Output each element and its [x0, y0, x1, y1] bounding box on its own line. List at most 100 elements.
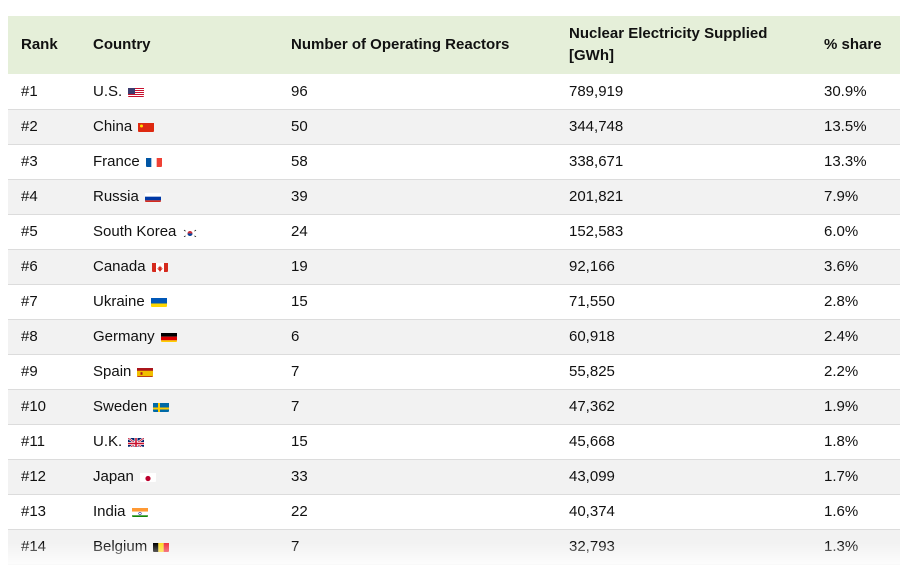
share-cell: 1.9%: [811, 389, 900, 424]
rank-cell-text: #5: [21, 223, 38, 240]
reactors-cell: 50: [278, 109, 556, 144]
table-row: #9 Spain 7 55,825 2.2%: [8, 354, 900, 389]
country-cell: Belgium: [80, 529, 278, 564]
share-cell: 2.4%: [811, 319, 900, 354]
share-cell-text: 2.4%: [824, 328, 859, 345]
gwh-cell-text: 32,793: [569, 538, 615, 555]
gwh-cell: 338,671: [556, 144, 811, 179]
header-reactors[interactable]: Number of Operating Reactors: [291, 36, 510, 53]
country-cell: U.K.: [80, 424, 278, 459]
rank-cell: #12: [8, 459, 80, 494]
table-row: #2 China 50 344,748 13.5%: [8, 109, 900, 144]
table-row: #3 France 58 338,671 13.3%: [8, 144, 900, 179]
table-row: #1 U.S. 96 789,919 30.9%: [8, 74, 900, 109]
share-cell-text: 1.7%: [824, 468, 859, 485]
share-cell-text: 13.3%: [824, 153, 867, 170]
country-cell: Canada: [80, 249, 278, 284]
table-row: #12 Japan 33 43,099 1.7%: [8, 459, 900, 494]
gwh-cell-text: 60,918: [569, 328, 615, 345]
flag-ca-icon: [151, 261, 168, 272]
flag-kr-icon: [182, 226, 199, 237]
country-cell-text: South Korea: [93, 223, 177, 240]
table-row: #4 Russia 39 201,821 7.9%: [8, 179, 900, 214]
reactors-cell: 39: [278, 179, 556, 214]
country-cell-text: China: [93, 118, 133, 135]
country-cell-text: U.S.: [93, 82, 123, 100]
country-cell-text: Belgium: [93, 538, 148, 555]
country-cell-text: Sweden: [93, 398, 148, 415]
rank-cell: #7: [8, 284, 80, 319]
header-share[interactable]: % share: [824, 36, 882, 53]
gwh-cell-text: 45,668: [569, 433, 615, 450]
reactors-cell-text: 7: [291, 538, 300, 555]
share-cell-text: 2.8%: [824, 293, 859, 310]
gwh-cell-text: 47,362: [569, 398, 615, 415]
flag-ru-icon: [144, 191, 161, 202]
share-cell-text: 3.6%: [824, 258, 859, 275]
flag-se-icon: [153, 401, 170, 412]
rank-cell-text: #3: [21, 153, 38, 170]
gwh-cell: 40,374: [556, 494, 811, 529]
share-cell: 2.2%: [811, 354, 900, 389]
gwh-cell-text: 92,166: [569, 258, 615, 275]
table-header: Rank Country Number of Operating Reactor…: [8, 16, 900, 74]
gwh-cell: 60,918: [556, 319, 811, 354]
share-cell-text: 1.8%: [824, 433, 859, 450]
country-cell: Russia: [80, 179, 278, 214]
rank-cell: #4: [8, 179, 80, 214]
flag-gb-icon: [128, 436, 145, 447]
share-cell: 1.3%: [811, 529, 900, 564]
share-cell-text: 2.2%: [824, 363, 859, 380]
share-cell-text: 1.3%: [824, 538, 859, 555]
reactors-cell: 22: [278, 494, 556, 529]
country-cell: Germany: [80, 319, 278, 354]
rank-cell: #6: [8, 249, 80, 284]
rank-cell-text: #7: [21, 293, 38, 310]
reactors-cell-text: 24: [291, 223, 308, 240]
gwh-cell: 152,583: [556, 214, 811, 249]
nuclear-electricity-table: Rank Country Number of Operating Reactor…: [8, 16, 900, 565]
reactors-cell-text: 22: [291, 503, 308, 520]
reactors-cell-text: 50: [291, 118, 308, 135]
table-row: #10 Sweden 7 47,362 1.9%: [8, 389, 900, 424]
header-gwh[interactable]: Nuclear Electricity Supplied [GWh]: [569, 25, 768, 64]
reactors-cell: 19: [278, 249, 556, 284]
country-cell-text: France: [93, 153, 140, 170]
gwh-cell: 344,748: [556, 109, 811, 144]
share-cell-text: 13.5%: [824, 118, 867, 135]
reactors-cell: 58: [278, 144, 556, 179]
gwh-cell: 92,166: [556, 249, 811, 284]
reactors-cell-text: 7: [291, 363, 300, 380]
reactors-cell-text: 58: [291, 153, 308, 170]
gwh-cell-text: 201,821: [569, 188, 624, 205]
rank-cell-text: #8: [21, 328, 38, 345]
reactors-cell: 7: [278, 354, 556, 389]
reactors-cell-text: 6: [291, 328, 300, 345]
rank-cell-text: #6: [21, 258, 38, 275]
rank-cell-text: #4: [21, 188, 38, 205]
share-cell: 1.6%: [811, 494, 900, 529]
share-cell: 6.0%: [811, 214, 900, 249]
rank-cell-text: #12: [21, 468, 47, 485]
flag-us-icon: [128, 86, 145, 97]
country-cell-text: Canada: [93, 258, 146, 275]
table-row: #11 U.K. 15 45,668 1.8%: [8, 424, 900, 459]
rank-cell-text: #1: [21, 82, 38, 100]
rank-cell: #13: [8, 494, 80, 529]
reactors-cell: 6: [278, 319, 556, 354]
reactors-cell-text: 19: [291, 258, 308, 275]
country-cell-text: Germany: [93, 328, 155, 345]
share-cell: 2.8%: [811, 284, 900, 319]
share-cell: 13.5%: [811, 109, 900, 144]
reactors-cell: 15: [278, 284, 556, 319]
country-cell-text: Russia: [93, 188, 139, 205]
share-cell: 13.3%: [811, 144, 900, 179]
flag-ua-icon: [150, 296, 167, 307]
flag-in-icon: [131, 506, 148, 517]
share-cell-text: 1.9%: [824, 398, 859, 415]
gwh-cell: 55,825: [556, 354, 811, 389]
header-rank[interactable]: Rank: [21, 36, 58, 53]
country-cell: France: [80, 144, 278, 179]
reactors-cell-text: 15: [291, 293, 308, 310]
header-country[interactable]: Country: [93, 36, 151, 53]
